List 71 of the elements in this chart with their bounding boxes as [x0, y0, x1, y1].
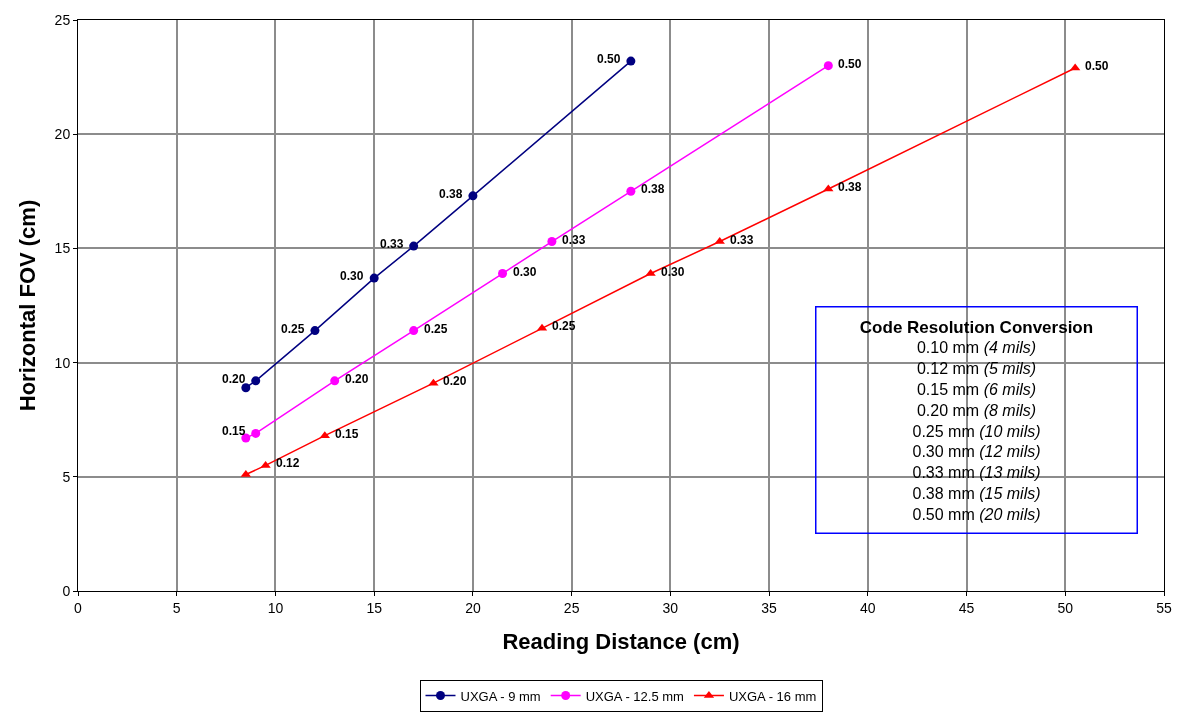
annotation: 0.38 [439, 187, 463, 201]
point [468, 191, 478, 201]
annotation: 0.20 [222, 372, 246, 386]
annotation: 0.50 [1085, 59, 1109, 73]
annotation: 0.30 [340, 269, 364, 283]
x-tick-label: 15 [366, 599, 383, 616]
annotation: 0.25 [281, 322, 305, 336]
y-tick-label: 20 [54, 126, 71, 143]
x-tick-label: 25 [563, 599, 580, 616]
x-tick-label: 50 [1057, 599, 1074, 616]
point [823, 184, 834, 192]
annotation: 0.20 mm (8 mils) [916, 401, 1037, 419]
annotation: 0.12 [276, 456, 300, 470]
y-tick-label: 10 [54, 354, 71, 371]
x-tick-label: 0 [74, 599, 83, 616]
annotation: 0.38 [838, 180, 862, 194]
x-tick-label: 35 [761, 599, 778, 616]
y-tick-label: 5 [62, 468, 71, 485]
annotation: 0.33 mm (13 mils) [912, 464, 1041, 482]
point [823, 61, 833, 71]
x-tick-label: 20 [465, 599, 481, 616]
annotation: 0.25 [552, 319, 576, 333]
y-tick-label: 0 [62, 582, 71, 599]
legend-label: UXGA - 9 mm [460, 688, 541, 704]
annotation: 0.25 mm (10 mils) [912, 422, 1041, 440]
x-tick-label: 10 [267, 599, 284, 616]
legend-label: UXGA - 16 mm [728, 688, 817, 704]
annotation: 0.30 mm (12 mils) [912, 443, 1041, 461]
annotation: 0.20 [345, 372, 369, 386]
y-axis-title: Horizontal FOV (cm) [15, 199, 41, 412]
annotation: 0.15 mm (6 mils) [916, 380, 1037, 398]
point [260, 460, 271, 468]
point [369, 273, 379, 283]
x-axis-title: Reading Distance (cm) [502, 628, 740, 654]
annotation: 0.20 [443, 374, 467, 388]
annotation: 0.25 [424, 322, 448, 336]
annotation: 0.12 mm (5 mils) [916, 360, 1037, 378]
annotation: 0.10 mm (4 mils) [916, 339, 1037, 357]
point [251, 376, 261, 386]
annotation: 0.15 [222, 424, 246, 438]
point [251, 428, 261, 438]
point [241, 433, 251, 443]
annotation: 0.15 [335, 427, 359, 441]
point [330, 376, 340, 386]
annotation: 0.50 [838, 57, 862, 71]
y-tick-label: 25 [54, 11, 71, 28]
point [310, 326, 320, 336]
point [626, 186, 636, 196]
point [241, 383, 251, 393]
annotation: 0.33 [562, 233, 586, 247]
annotation: 0.50 mm (20 mils) [912, 505, 1041, 523]
x-tick-label: 5 [172, 599, 181, 616]
x-tick-label: 45 [958, 599, 975, 616]
x-tick-label: 40 [860, 599, 876, 616]
y-tick-label: 15 [54, 240, 71, 257]
x-tick-label: 55 [1156, 599, 1172, 616]
point [626, 56, 636, 66]
annotation: Code Resolution Conversion [859, 317, 1094, 337]
x-tick-label: 30 [662, 599, 679, 616]
annotation: 0.50 [597, 52, 621, 66]
annotation: 0.38 [641, 182, 665, 196]
annotation: 0.33 [730, 233, 754, 247]
annotation: 0.30 [513, 265, 537, 279]
annotation: 0.33 [380, 237, 404, 251]
annotation: 0.38 mm (15 mils) [912, 484, 1041, 502]
legend-label: UXGA - 12.5 mm [585, 688, 684, 704]
annotation: 0.30 [661, 265, 685, 279]
point [409, 241, 419, 251]
point [409, 326, 419, 336]
point [498, 269, 508, 279]
point [547, 237, 557, 247]
